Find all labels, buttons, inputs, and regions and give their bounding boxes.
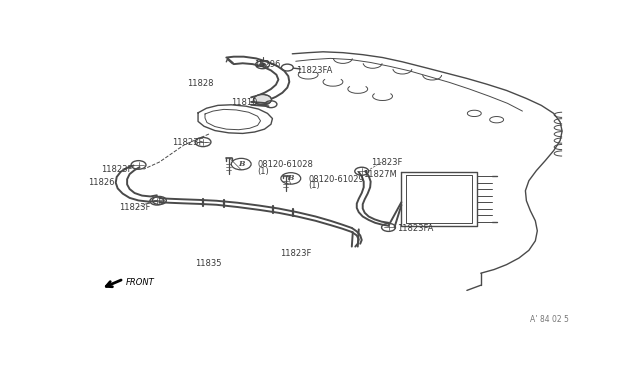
Text: 11823F: 11823F <box>119 203 150 212</box>
Text: 11823FA: 11823FA <box>397 224 434 233</box>
Text: 08120-61029: 08120-61029 <box>308 175 364 184</box>
Text: 15296: 15296 <box>254 60 281 69</box>
Text: FRONT: FRONT <box>125 279 154 288</box>
Text: 11823FA: 11823FA <box>296 66 332 75</box>
Text: 11823F: 11823F <box>172 138 204 147</box>
Text: (1): (1) <box>257 167 269 176</box>
Text: A’ 84 02 5: A’ 84 02 5 <box>530 315 568 324</box>
Text: 08120-61028: 08120-61028 <box>257 160 314 169</box>
Text: 11828: 11828 <box>188 79 214 88</box>
Text: 11835: 11835 <box>195 259 221 268</box>
Text: 11810: 11810 <box>231 98 257 107</box>
Text: 11823F: 11823F <box>280 249 312 258</box>
Text: (1): (1) <box>308 181 320 190</box>
Text: 11826: 11826 <box>88 178 115 187</box>
Text: B: B <box>287 174 294 182</box>
Text: 11823F: 11823F <box>371 158 402 167</box>
Circle shape <box>253 94 271 105</box>
Text: 11823F: 11823F <box>102 165 133 174</box>
Circle shape <box>260 63 266 67</box>
Text: B: B <box>238 160 244 168</box>
Text: 11827M: 11827M <box>363 170 396 179</box>
